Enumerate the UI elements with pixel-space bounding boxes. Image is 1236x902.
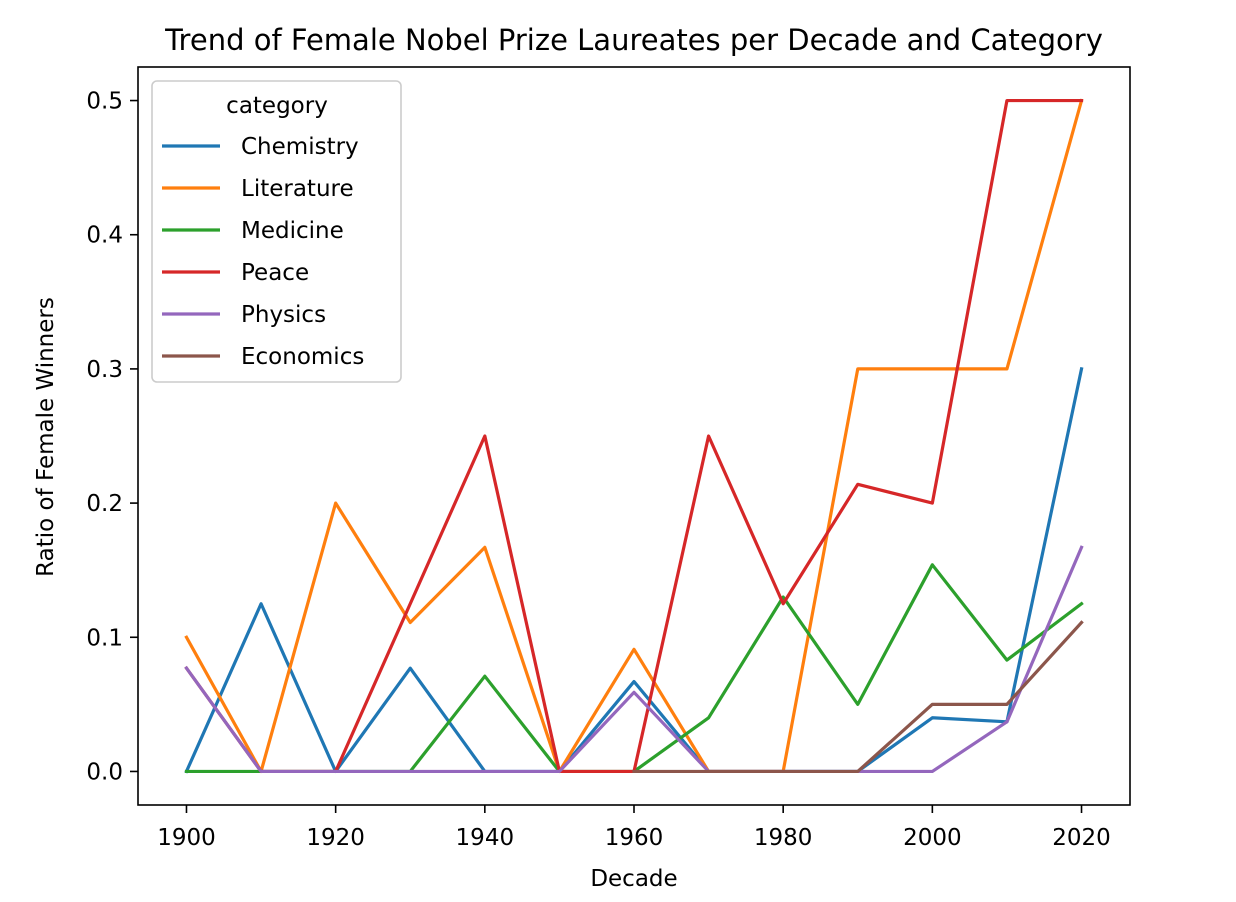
legend-label-physics: Physics [241, 302, 326, 328]
x-tick-label: 2000 [903, 825, 962, 851]
series-line-literature [184, 98, 1084, 774]
legend-label-literature: Literature [241, 176, 354, 202]
legend-box [151, 80, 402, 383]
legend-label-peace: Peace [241, 260, 309, 286]
x-tick-label: 1940 [456, 825, 515, 851]
legend: category Chemistry Literature Medicine Peac… [151, 80, 402, 383]
legend-items: Chemistry Literature Medicine Peace Physics E… [162, 134, 364, 370]
y-axis-label: Ratio of Female Winners [33, 297, 59, 577]
series-line-physics [184, 545, 1084, 774]
legend-label-medicine: Medicine [241, 218, 344, 244]
legend-title: category [226, 93, 328, 119]
x-tick-label: 1980 [754, 825, 813, 851]
y-tick-label: 0.4 [86, 223, 123, 249]
series-layer [184, 98, 1084, 774]
series-line-economics [632, 620, 1084, 774]
x-tick-label: 1920 [306, 825, 365, 851]
x-axis-label: Decade [590, 866, 677, 892]
x-tick-label: 1900 [157, 825, 216, 851]
chart-title: Trend of Female Nobel Prize Laureates pe… [164, 23, 1103, 57]
plot-area: 1900 1920 1940 1960 1980 2000 2020 0.00.10.20.… [86, 66, 1131, 851]
x-tick-label: 1960 [605, 825, 664, 851]
y-tick-label: 0.5 [86, 89, 123, 115]
y-tick-label: 0.0 [86, 759, 123, 785]
y-tick-label: 0.2 [86, 491, 123, 517]
x-axis: 1900 1920 1940 1960 1980 2000 2020 [157, 805, 1111, 851]
y-axis: 0.0 0.1 0.2 0.3 0.4 0.5 [86, 89, 138, 785]
x-tick-label: 2020 [1052, 825, 1111, 851]
y-tick-label: 0.1 [86, 625, 123, 651]
legend-label-chemistry: Chemistry [241, 134, 359, 160]
legend-label-economics: Economics [241, 344, 364, 370]
y-tick-label: 0.3 [86, 357, 123, 383]
